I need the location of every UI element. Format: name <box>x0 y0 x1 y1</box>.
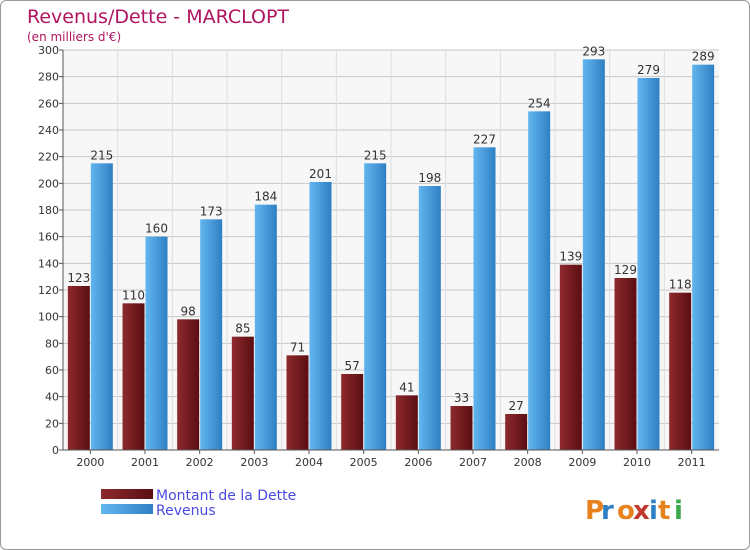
chart-subtitle: (en milliers d'€) <box>27 30 121 44</box>
x-tick-label: 2001 <box>131 456 159 469</box>
bar-revenus <box>309 182 332 450</box>
bar-dette <box>286 355 309 450</box>
data-label: 215 <box>90 148 113 162</box>
grid-layer <box>63 49 719 451</box>
data-label: 98 <box>181 304 196 318</box>
logo-letter: P <box>585 496 604 526</box>
data-label: 254 <box>528 96 551 110</box>
data-label: 41 <box>399 380 414 394</box>
data-label: 289 <box>692 50 715 64</box>
data-label: 227 <box>473 132 496 146</box>
y-tick-label: 140 <box>38 257 59 270</box>
bar-layer: 123 215 110 160 98 173 85 184 71 201 57 215 41 198 33 2… <box>67 44 715 451</box>
x-tick-label: 2002 <box>186 456 214 469</box>
data-label: 279 <box>637 63 660 77</box>
y-tick-label: 240 <box>38 124 59 137</box>
x-tick-label: 2006 <box>404 456 432 469</box>
logo-letter: r <box>601 496 614 526</box>
legend-label-debt: Montant de la Dette <box>156 488 296 504</box>
data-label: 198 <box>418 171 441 185</box>
bar-revenus <box>637 78 660 450</box>
y-tick-label: 280 <box>38 71 59 84</box>
data-label: 123 <box>67 271 90 285</box>
y-tick-label: 20 <box>45 417 59 430</box>
bar-dette <box>614 278 637 450</box>
logo-letter: t <box>658 496 670 526</box>
bar-revenus <box>90 163 113 451</box>
legend-swatch-revenus <box>101 504 153 514</box>
bar-dette <box>395 395 418 450</box>
y-tick-label: 40 <box>45 391 59 404</box>
y-tick-label: 220 <box>38 151 59 164</box>
data-label: 201 <box>309 167 332 181</box>
logo-letter: i <box>674 496 683 526</box>
y-tick-label: 160 <box>38 231 59 244</box>
x-tick-label: 2007 <box>459 456 487 469</box>
axis-layer: 0 20 40 60 80 100 120 140 160 180 200 220 240 260 280 3… <box>38 44 719 469</box>
y-tick-label: 180 <box>38 204 59 217</box>
y-tick-label: 120 <box>38 284 59 297</box>
logo-letter: o <box>617 496 635 526</box>
bar-dette <box>669 292 692 450</box>
data-label: 129 <box>614 263 637 277</box>
bar-dette <box>559 264 582 450</box>
bar-revenus <box>582 59 605 450</box>
bar-revenus <box>254 204 277 450</box>
data-label: 215 <box>364 148 387 162</box>
x-tick-label: 2010 <box>623 456 651 469</box>
legend-label-revenus: Revenus <box>156 503 216 519</box>
x-tick-label: 2009 <box>568 456 596 469</box>
data-label: 160 <box>145 222 168 236</box>
bar-revenus <box>145 236 168 450</box>
bar-dette <box>177 319 200 450</box>
bar-dette <box>450 406 473 450</box>
x-tick-label: 2003 <box>240 456 268 469</box>
data-label: 71 <box>290 340 305 354</box>
y-tick-label: 60 <box>45 364 59 377</box>
x-tick-label: 2008 <box>514 456 542 469</box>
bar-revenus <box>418 186 441 450</box>
x-tick-label: 2004 <box>295 456 323 469</box>
data-label: 293 <box>582 44 605 58</box>
bar-revenus <box>364 163 387 451</box>
proxiti-logo: Pr ox i t i <box>585 496 683 526</box>
logo-letter: x <box>633 496 650 526</box>
bar-dette <box>341 374 364 450</box>
data-label: 110 <box>122 288 145 302</box>
bar-dette <box>122 303 145 450</box>
data-label: 33 <box>454 391 469 405</box>
y-tick-label: 80 <box>45 337 59 350</box>
bar-dette <box>231 336 254 450</box>
data-label: 118 <box>669 278 692 292</box>
data-label: 57 <box>345 359 360 373</box>
data-label: 139 <box>559 250 582 264</box>
bar-dette <box>505 414 528 450</box>
bar-revenus <box>692 64 715 450</box>
y-tick-label: 260 <box>38 97 59 110</box>
bar-revenus <box>200 219 223 450</box>
bar-revenus <box>528 111 551 450</box>
legend-swatch-debt <box>101 489 153 499</box>
x-tick-label: 2011 <box>678 456 706 469</box>
y-tick-label: 0 <box>52 444 59 457</box>
data-label: 184 <box>254 190 277 204</box>
data-label: 27 <box>509 399 524 413</box>
data-label: 85 <box>235 322 250 336</box>
bar-revenus <box>473 147 496 451</box>
x-tick-label: 2005 <box>350 456 378 469</box>
legend: Montant de la Dette Revenus <box>101 488 296 519</box>
y-tick-label: 100 <box>38 311 59 324</box>
data-label: 173 <box>200 204 223 218</box>
x-tick-label: 2000 <box>76 456 104 469</box>
logo-letter: i <box>649 496 658 526</box>
y-tick-label: 300 <box>38 44 59 57</box>
bar-dette <box>67 286 90 450</box>
chart-title: Revenus/Dette - MARCLOPT <box>27 6 289 28</box>
y-tick-label: 200 <box>38 177 59 190</box>
